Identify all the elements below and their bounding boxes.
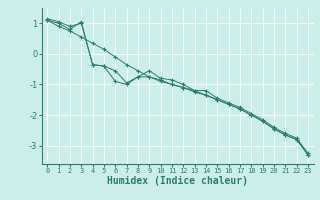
X-axis label: Humidex (Indice chaleur): Humidex (Indice chaleur) (107, 176, 248, 186)
